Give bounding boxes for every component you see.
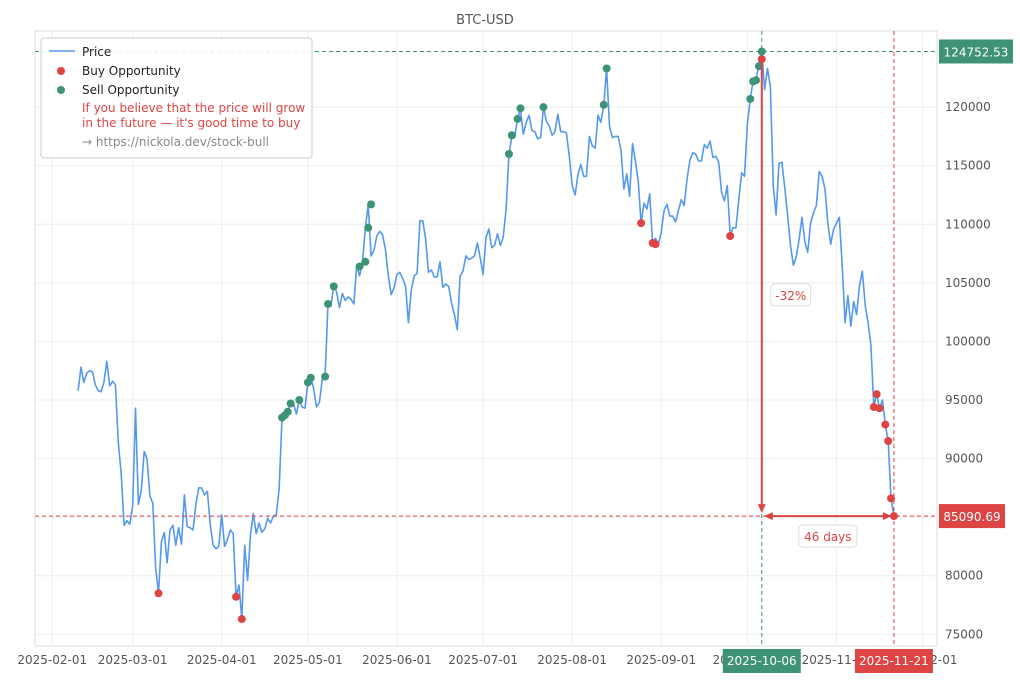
buy-point xyxy=(872,390,881,399)
duration-arrow-head-left xyxy=(763,512,773,521)
sell-point xyxy=(752,76,761,85)
x-tick-label: 2025-11-01 xyxy=(802,653,872,667)
low-date-badge xyxy=(854,649,933,673)
high-price-badge-label: 124752.53 xyxy=(944,45,1009,59)
sell-point xyxy=(602,64,611,73)
legend-sell-label: Sell Opportunity xyxy=(82,83,180,97)
drawdown-arrow-head xyxy=(757,504,766,514)
high-date-badge-label: 2025-10-06 xyxy=(727,654,797,668)
y-tick-label: 100000 xyxy=(945,334,991,348)
sell-point xyxy=(746,94,755,103)
x-tick-label: 2025-06-01 xyxy=(362,653,432,667)
buy-point xyxy=(237,615,246,624)
low-price-badge xyxy=(939,504,1005,529)
sell-point xyxy=(757,47,766,56)
duration-arrow-head-right xyxy=(882,512,892,521)
sell-point xyxy=(367,200,376,209)
buy-point xyxy=(889,512,898,521)
sell-point xyxy=(306,373,315,382)
buy-point xyxy=(154,589,163,598)
sell-point xyxy=(513,114,522,123)
chart-title: BTC-USD xyxy=(456,13,514,28)
legend-buy-swatch xyxy=(57,67,65,75)
sell-point xyxy=(283,407,292,416)
legend-note-line2: in the future — it's good time to buy xyxy=(82,116,300,130)
legend-price-label: Price xyxy=(82,45,111,59)
sell-point xyxy=(504,150,513,158)
buy-point xyxy=(651,240,660,249)
high-date-badge xyxy=(722,649,801,673)
legend-buy-label: Buy Opportunity xyxy=(82,64,181,78)
buy-point xyxy=(726,232,735,240)
sell-point xyxy=(324,299,333,308)
sell-point xyxy=(516,104,525,113)
buy-point xyxy=(637,219,646,228)
duration-label-box xyxy=(798,524,858,548)
x-tick-label: 2025-05-01 xyxy=(273,653,343,667)
sell-point xyxy=(329,282,338,291)
annotations: -32% 46 days 124752.53 85090.69 2025-10-06 20… xyxy=(722,39,1013,673)
y-axis-ticks: 7500080000850009000095000100000105000110… xyxy=(945,100,991,641)
price-line xyxy=(77,50,895,620)
buy-point xyxy=(875,404,884,413)
low-price-badge-label: 85090.69 xyxy=(943,510,1000,524)
sell-point xyxy=(599,100,608,109)
x-tick-label: 2025-08-01 xyxy=(537,653,607,667)
legend-link[interactable]: → https://nickola.dev/stock-bull xyxy=(82,135,269,149)
y-tick-label: 110000 xyxy=(945,217,991,231)
y-tick-label: 80000 xyxy=(945,569,983,583)
x-tick-label: 2025-04-01 xyxy=(187,653,257,667)
drawdown-label-box xyxy=(770,283,812,307)
y-tick-label: 75000 xyxy=(945,627,983,641)
buy-point xyxy=(881,420,890,429)
legend: Price Buy Opportunity Sell Opportunity I… xyxy=(40,37,313,159)
sell-point xyxy=(364,223,373,232)
sell-point xyxy=(286,399,295,408)
x-tick-label: 2025-03-01 xyxy=(98,653,168,667)
sell-point xyxy=(361,257,370,266)
price-series xyxy=(77,50,895,620)
sell-point xyxy=(507,131,516,140)
legend-sell-swatch xyxy=(57,86,65,94)
low-date-badge-label: 2025-11-21 xyxy=(859,654,929,668)
buy-point xyxy=(884,437,893,445)
x-tick-label: 2025-09-01 xyxy=(626,653,696,667)
duration-label: 46 days xyxy=(804,530,851,544)
x-tick-label: 2025-07-01 xyxy=(448,653,518,667)
x-axis-ticks: 2025-02-01 2025-03-01 2025-04-01 2025-05-01… xyxy=(17,653,957,667)
buy-point xyxy=(232,592,241,601)
drawdown-label: -32% xyxy=(775,289,806,303)
sell-point xyxy=(355,262,364,271)
legend-box xyxy=(40,37,313,159)
y-tick-label: 95000 xyxy=(945,393,983,407)
legend-note-line1: If you believe that the price will grow xyxy=(82,101,305,115)
y-tick-label: 90000 xyxy=(945,452,983,466)
buy-point xyxy=(887,494,896,503)
sell-point xyxy=(295,396,304,404)
y-tick-label: 115000 xyxy=(945,159,991,173)
sell-point xyxy=(539,103,548,112)
high-price-badge xyxy=(939,39,1013,64)
y-tick-label: 120000 xyxy=(945,100,991,114)
sell-point xyxy=(321,372,330,381)
x-tick-label: 2025-02-01 xyxy=(17,653,87,667)
y-tick-label: 105000 xyxy=(945,276,991,290)
